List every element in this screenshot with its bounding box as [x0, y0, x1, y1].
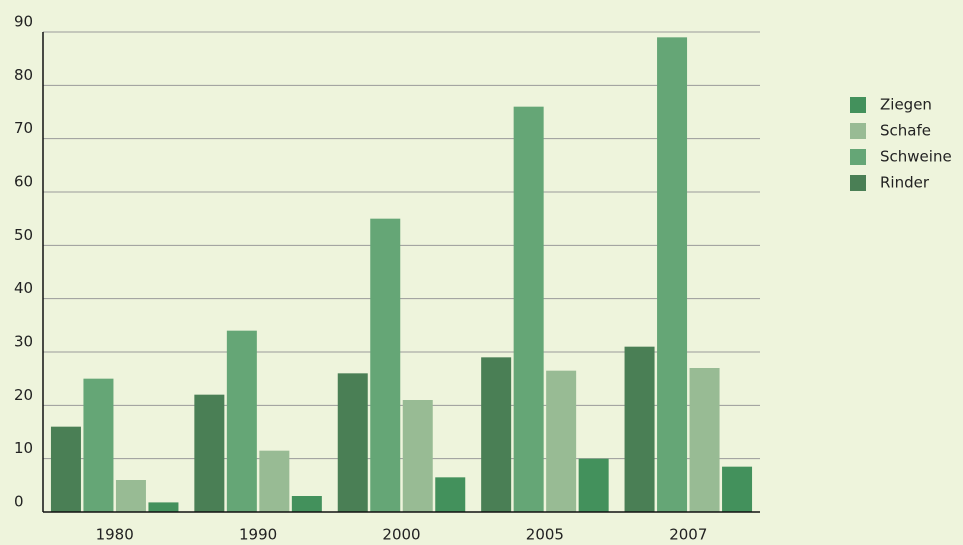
bar: [194, 394, 225, 512]
bar: [291, 496, 322, 512]
bar: [435, 477, 466, 512]
y-tick-label: 70: [14, 119, 33, 137]
bar: [722, 466, 753, 512]
bar: [513, 106, 544, 513]
x-tick-label: 1980: [96, 526, 134, 544]
bar: [259, 450, 290, 512]
bar: [657, 37, 688, 512]
legend-swatch: [850, 97, 866, 113]
bar: [337, 373, 368, 512]
x-tick-label: 2000: [382, 526, 420, 544]
legend-swatch: [850, 149, 866, 165]
bar: [370, 218, 401, 512]
bar: [481, 357, 512, 512]
y-tick-label: 60: [14, 173, 33, 191]
y-tick-label: 40: [14, 279, 33, 297]
y-tick-label: 90: [14, 13, 33, 31]
bar: [578, 458, 609, 512]
bar: [83, 378, 114, 512]
bar: [148, 502, 179, 512]
bar: [115, 480, 146, 512]
legend-label: Schweine: [880, 148, 952, 166]
x-tick-label: 2007: [669, 526, 707, 544]
bar: [624, 346, 655, 512]
y-tick-label: 10: [14, 439, 33, 457]
x-tick-label: 1990: [239, 526, 277, 544]
bar: [402, 400, 433, 512]
x-tick-label: 2005: [526, 526, 564, 544]
y-tick-label: 80: [14, 66, 33, 84]
legend-swatch: [850, 123, 866, 139]
legend-label: Ziegen: [880, 96, 932, 114]
y-tick-label: 30: [14, 333, 33, 351]
y-tick-label: 50: [14, 226, 33, 244]
legend-swatch: [850, 175, 866, 191]
legend-label: Schafe: [880, 122, 931, 140]
bar: [689, 368, 720, 512]
y-tick-label: 20: [14, 386, 33, 404]
y-tick-label: 0: [14, 493, 24, 511]
legend-label: Rinder: [880, 174, 930, 192]
bar: [546, 370, 577, 512]
bar: [226, 330, 257, 512]
bar: [50, 426, 81, 512]
